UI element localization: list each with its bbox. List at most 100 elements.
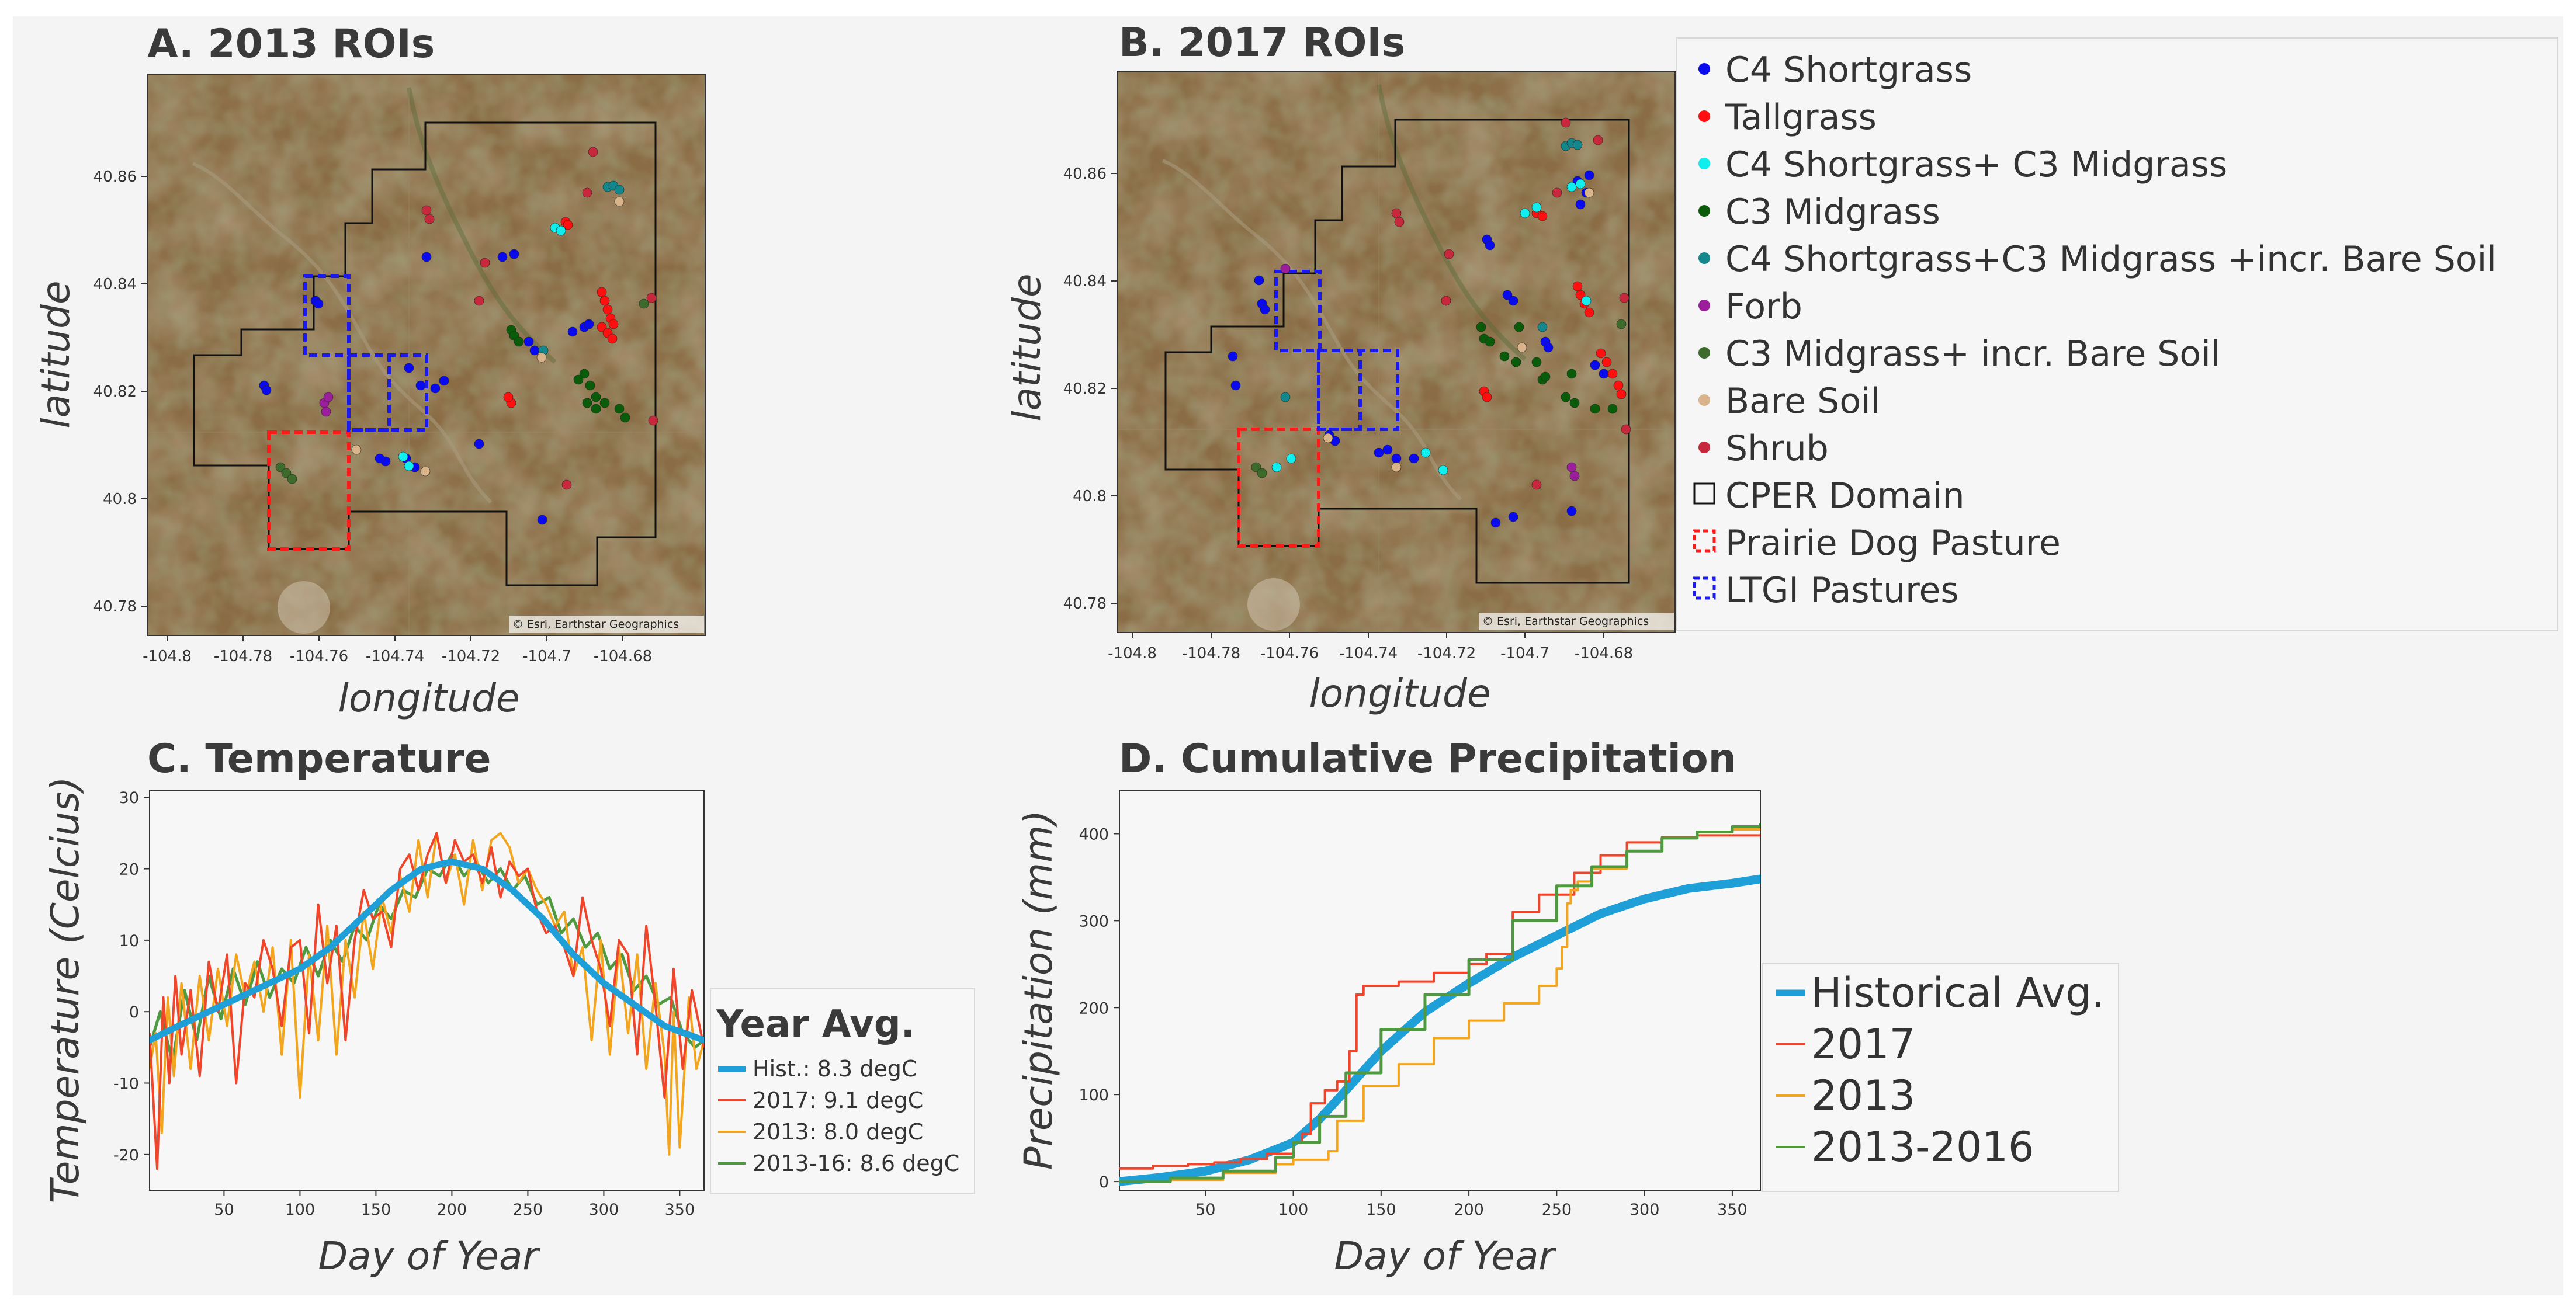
map-a-xtick: -104.76: [290, 648, 348, 665]
roi-point: [1566, 506, 1577, 516]
panel-c-ylabel: Temperature (Celcius): [43, 777, 88, 1204]
roi-legend-entry: Bare Soil: [1698, 381, 1880, 422]
ltgi-pastures-a: [303, 274, 428, 432]
roi-point: [599, 296, 610, 306]
panel-c-legend: Year Avg. Hist.: 8.3 degC 2017: 9.1 degC…: [710, 988, 975, 1194]
map-b-xtick: -104.74: [1339, 645, 1398, 662]
roi-point: [1584, 307, 1594, 318]
map-a-xtick: -104.78: [214, 648, 272, 665]
roi-point: [509, 249, 519, 259]
roi-point: [1561, 392, 1571, 402]
roi-point: [313, 298, 324, 309]
temp-series-2013: [150, 832, 704, 1156]
y-tick-label: 30: [119, 789, 139, 807]
roi-point: [1514, 322, 1524, 332]
roi-point: [620, 412, 630, 423]
panel-d-legend-entry: Historical Avg.: [1776, 969, 2105, 1017]
roi-point: [573, 374, 584, 385]
roi-point: [287, 474, 297, 484]
roi-legend-label: Forb: [1725, 286, 1802, 327]
panel-c-legend-entry: 2013: 8.0 degC: [718, 1119, 923, 1145]
roi-point: [1441, 296, 1451, 306]
roi-legend-entry: Prairie Dog Pasture: [1693, 523, 2061, 564]
roi-point: [1566, 462, 1577, 472]
roi-point: [1271, 462, 1282, 472]
roi-point: [582, 398, 592, 408]
x-tick-label: 300: [589, 1201, 619, 1219]
roi-point: [404, 363, 414, 373]
x-tick-label: 200: [437, 1201, 467, 1219]
roi-legend-marker: [1698, 205, 1710, 217]
roi-point: [579, 369, 590, 379]
roi-point: [1391, 462, 1402, 472]
roi-legend-label: C3 Midgrass+ incr. Bare Soil: [1725, 333, 2220, 374]
roi-legend-marker: [1693, 529, 1716, 553]
roi-point: [639, 298, 649, 309]
roi-legend-label: Shrub: [1725, 428, 1829, 469]
map-b-ytick: 40.84: [1063, 273, 1107, 290]
roi-point: [1444, 249, 1454, 259]
roi-point: [607, 333, 618, 344]
panel-d-legend-label: 2013-2016: [1811, 1123, 2034, 1171]
x-tick-label: 250: [513, 1201, 543, 1219]
roi-point: [1572, 281, 1583, 291]
roi-point: [1260, 304, 1270, 315]
roi-point: [588, 147, 598, 157]
roi-legend-entry: C3 Midgrass: [1698, 192, 1940, 232]
roi-points-a: [259, 147, 658, 525]
roi-point: [1531, 357, 1542, 367]
roi-legend-entry: C4 Shortgrass+C3 Midgrass +incr. Bare So…: [1698, 239, 2497, 280]
panel-d-legend: Historical Avg. 2017 2013 2013-2016: [1762, 963, 2119, 1192]
roi-point: [561, 479, 572, 490]
roi-point: [591, 404, 601, 414]
roi-point: [1537, 322, 1548, 332]
roi-point: [1391, 208, 1402, 218]
roi-point: [480, 258, 490, 268]
roi-point: [1599, 369, 1609, 379]
roi-point: [1251, 462, 1261, 472]
roi-point: [1566, 369, 1577, 379]
panel-c-legend-entry: Hist.: 8.3 degC: [718, 1056, 917, 1082]
roi-point: [1517, 342, 1527, 353]
roi-point: [1569, 471, 1580, 481]
roi-point: [1485, 240, 1495, 251]
panel-d-xlabel: Day of Year: [1334, 1233, 1556, 1278]
roi-point: [421, 252, 432, 262]
x-tick-label: 150: [361, 1201, 391, 1219]
roi-point: [1596, 348, 1606, 359]
roi-legend-label: C4 Shortgrass+ C3 Midgrass: [1725, 144, 2227, 185]
roi-point: [1280, 392, 1291, 402]
roi-point: [591, 392, 601, 402]
roi-legend-entry: LTGI Pastures: [1693, 570, 1959, 611]
roi-point: [1420, 447, 1431, 458]
roi-point: [563, 220, 573, 230]
panel-b: B. 2017 ROIs © Esri, Earthstar Geographi…: [1004, 20, 1676, 716]
roi-legend-entry: C4 Shortgrass: [1698, 50, 1972, 91]
roi-point: [597, 287, 607, 297]
roi-point: [1254, 275, 1264, 286]
roi-legend-marker: [1698, 252, 1710, 264]
roi-legend-label: CPER Domain: [1725, 475, 1965, 516]
map-b-x-ticks: -104.8 -104.78 -104.76 -104.74 -104.72 -…: [1108, 633, 1633, 662]
roi-point: [1490, 517, 1501, 528]
map-a-ytick: 40.86: [93, 168, 137, 186]
y-tick-label: 0: [129, 1003, 139, 1021]
map-a-xtick: -104.8: [143, 648, 192, 665]
roi-legend-marker: [1698, 110, 1710, 122]
roi-point: [1508, 296, 1518, 306]
roi-point: [474, 439, 484, 449]
panel-c-title: C. Temperature: [147, 736, 491, 782]
map-a-ytick: 40.8: [103, 491, 137, 508]
roi-point: [529, 345, 540, 356]
roi-point: [1584, 170, 1594, 180]
roi-point: [614, 404, 625, 414]
roi-point: [1257, 468, 1267, 478]
roi-point: [537, 515, 547, 525]
roi-point: [261, 385, 272, 395]
roi-point: [1607, 369, 1618, 379]
roi-point: [430, 383, 441, 394]
x-tick-label: 50: [214, 1201, 234, 1219]
roi-point: [608, 319, 619, 329]
roi-point: [1531, 479, 1542, 490]
